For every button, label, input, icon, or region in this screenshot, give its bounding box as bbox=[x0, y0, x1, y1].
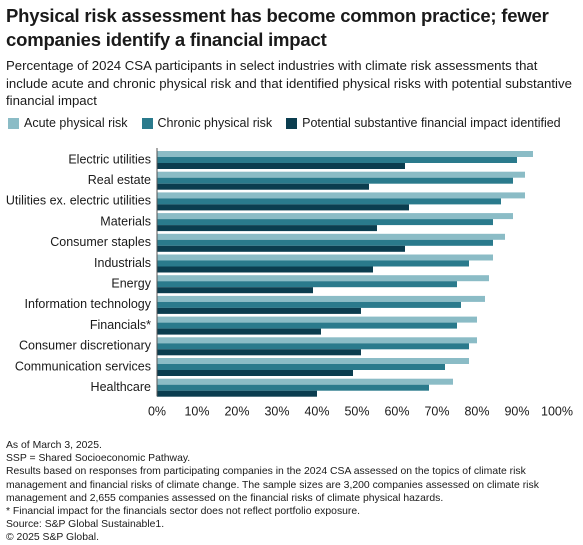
y-tick-label: Information technology bbox=[25, 297, 152, 311]
bar bbox=[157, 219, 493, 226]
bar bbox=[157, 177, 513, 184]
bar bbox=[157, 337, 477, 344]
bar bbox=[157, 163, 405, 169]
bar bbox=[157, 213, 513, 220]
legend-item: Acute physical risk bbox=[8, 116, 128, 130]
bar bbox=[157, 378, 453, 385]
note: SSP = Shared Socioeconomic Pathway. bbox=[6, 453, 191, 465]
chart-title: Physical risk assessment has become comm… bbox=[6, 5, 549, 50]
bar bbox=[157, 322, 457, 329]
bar bbox=[157, 316, 477, 323]
x-tick-label: 0% bbox=[148, 405, 166, 419]
bar bbox=[157, 370, 353, 376]
bar bbox=[157, 151, 533, 157]
legend: Acute physical risk Chronic physical risk… bbox=[8, 116, 561, 130]
bar bbox=[157, 390, 317, 397]
note: Source: S&P Global Sustainable1. bbox=[6, 519, 165, 531]
note: As of March 3, 2025. bbox=[6, 440, 102, 451]
bar bbox=[157, 245, 405, 252]
x-tick-label: 80% bbox=[464, 405, 489, 419]
bar bbox=[157, 281, 457, 288]
y-tick-label: Consumer staples bbox=[50, 235, 151, 249]
legend-label: Chronic physical risk bbox=[157, 116, 273, 130]
y-tick-label: Consumer discretionary bbox=[19, 339, 152, 353]
bar bbox=[157, 254, 493, 261]
bar bbox=[157, 233, 505, 240]
bar bbox=[157, 225, 377, 232]
legend-label: Potential substantive financial impact i… bbox=[302, 116, 561, 130]
y-tick-label: Industrials bbox=[94, 256, 151, 270]
y-tick-label: Communication services bbox=[15, 359, 151, 373]
bar bbox=[157, 157, 517, 163]
bar bbox=[157, 328, 321, 335]
y-tick-label: Healthcare bbox=[91, 380, 151, 394]
y-tick-label: Real estate bbox=[88, 173, 151, 187]
x-tick-label: 70% bbox=[424, 405, 449, 419]
chart: 0% 10% 20% 30% 40% 50% 60% 70% 80% 90% 100% Electri… bbox=[6, 148, 573, 419]
legend-item: Chronic physical risk bbox=[141, 116, 273, 130]
y-tick-label: Materials bbox=[100, 214, 151, 228]
bar bbox=[157, 239, 493, 246]
bar bbox=[157, 171, 525, 178]
bar bbox=[157, 349, 361, 356]
legend-swatch bbox=[286, 117, 298, 129]
bar bbox=[157, 198, 501, 205]
bar bbox=[157, 183, 369, 190]
x-tick-label: 90% bbox=[504, 405, 529, 419]
y-tick-label: Electric utilities bbox=[68, 152, 151, 166]
y-tick-label: Financials* bbox=[90, 318, 151, 332]
y-tick-label: Energy bbox=[111, 276, 151, 290]
y-tick-label: Utilities ex. electric utilities bbox=[6, 194, 151, 208]
legend-item: Potential substantive financial impact i… bbox=[286, 116, 561, 130]
legend-swatch bbox=[141, 117, 153, 129]
x-tick-label: 30% bbox=[264, 405, 289, 419]
legend-swatch bbox=[8, 117, 19, 129]
bar bbox=[157, 307, 361, 314]
chart-subtitle: Percentage of 2024 CSA participants in s… bbox=[6, 58, 572, 108]
note: © 2025 S&P Global. bbox=[6, 532, 99, 544]
x-tick-label: 10% bbox=[184, 405, 209, 419]
bar bbox=[157, 364, 445, 370]
bar bbox=[157, 275, 489, 282]
note: Results based on responses from particip… bbox=[6, 466, 539, 504]
note: * Financial impact for the financials se… bbox=[6, 506, 361, 518]
bar bbox=[157, 266, 373, 273]
bar bbox=[157, 343, 469, 350]
x-tick-label: 40% bbox=[304, 405, 329, 419]
x-tick-label: 20% bbox=[224, 405, 249, 419]
x-tick-label: 50% bbox=[344, 405, 369, 419]
bar bbox=[157, 204, 409, 211]
bar bbox=[157, 384, 429, 391]
bar bbox=[157, 295, 485, 302]
notes: As of March 3, 2025. SSP = Shared Socioec… bbox=[6, 439, 581, 545]
legend-label: Acute physical risk bbox=[24, 116, 128, 130]
bar bbox=[157, 192, 525, 199]
bar bbox=[157, 301, 461, 308]
x-tick-label: 100% bbox=[541, 405, 573, 419]
x-tick-label: 60% bbox=[384, 405, 409, 419]
bar bbox=[157, 260, 469, 267]
bar bbox=[157, 358, 469, 364]
bar bbox=[157, 287, 313, 294]
